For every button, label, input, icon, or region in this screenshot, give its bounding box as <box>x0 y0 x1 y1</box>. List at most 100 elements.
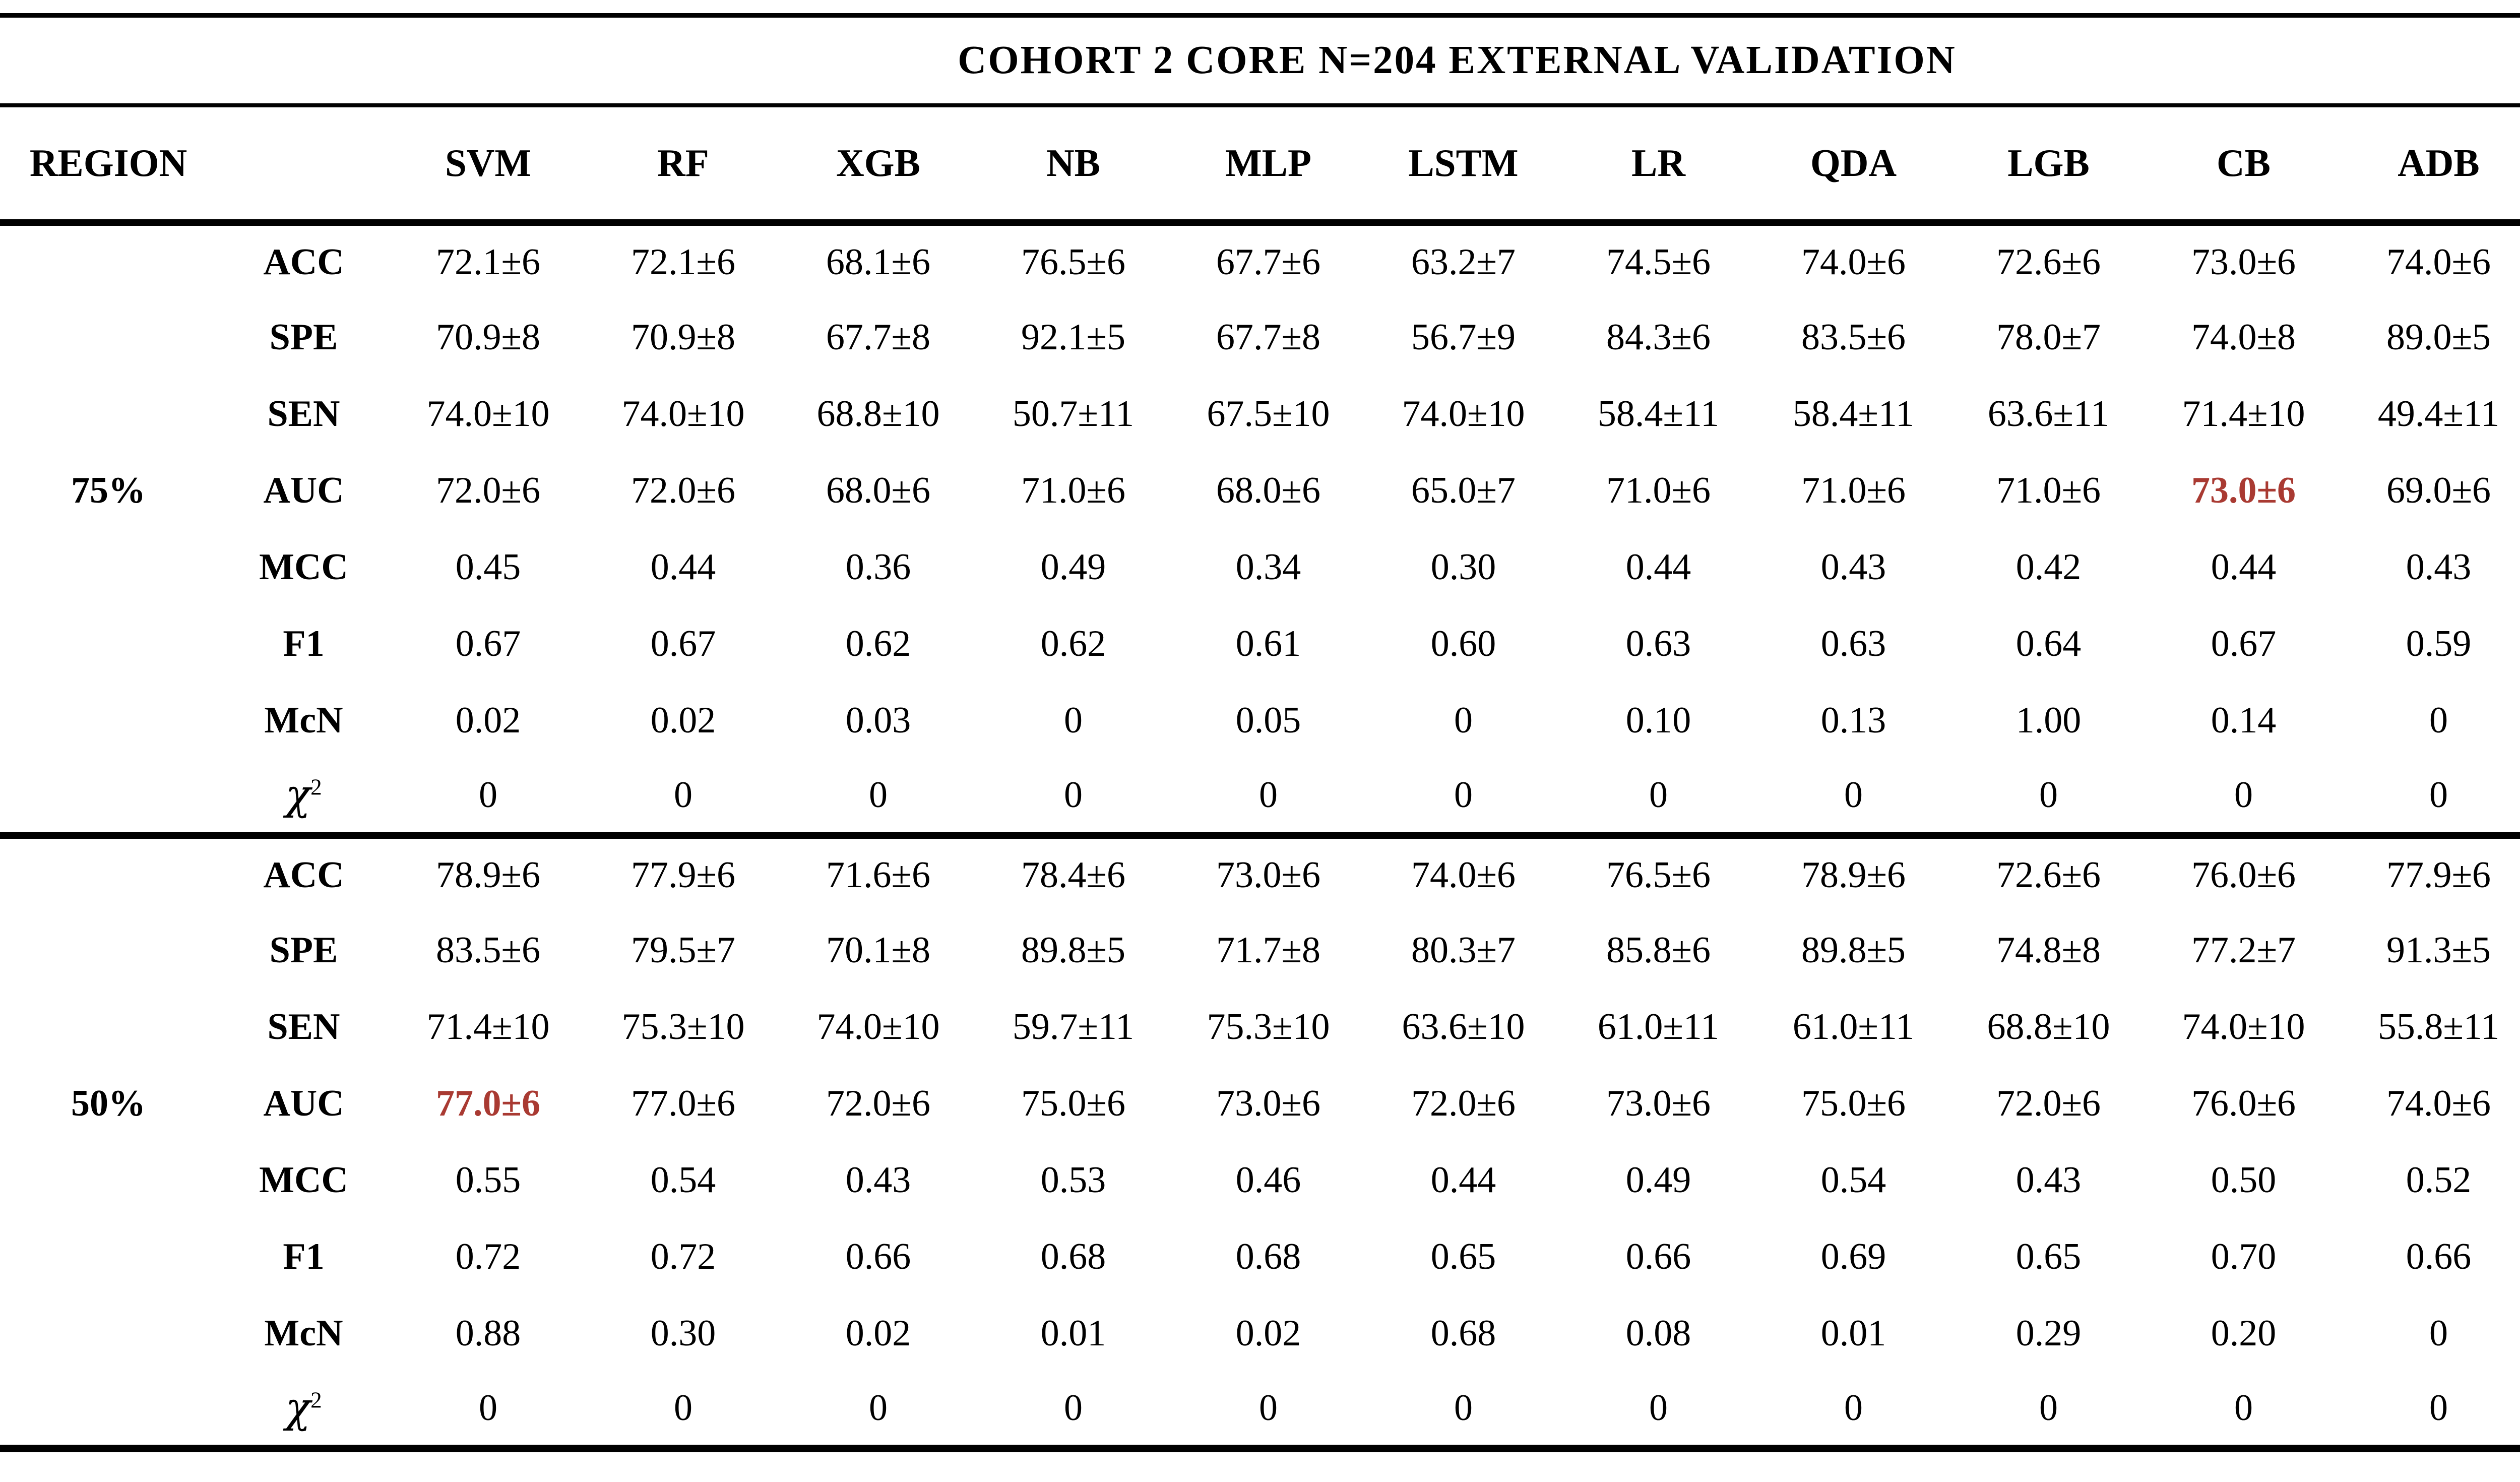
value-cell-xgb: 0.62 <box>845 623 911 664</box>
value-cell-adb: 0 <box>2429 699 2448 741</box>
column-header-lgb: LGB <box>2007 141 2090 185</box>
value-cell-svm: 83.5±6 <box>435 929 541 971</box>
value-cell-mlp: 0 <box>1259 774 1278 816</box>
value-cell-lr: 58.4±11 <box>1597 393 1720 435</box>
value-cell-nb: 92.1±5 <box>1021 316 1126 358</box>
value-cell-mlp: 71.7±8 <box>1216 929 1321 971</box>
value-cell-nb: 0 <box>1064 699 1083 741</box>
column-header-lstm: LSTM <box>1408 141 1519 185</box>
column-header-rf: RF <box>657 141 709 185</box>
table-header: REGIONSVMRFXGBNBMLPLSTMLRQDALGBCBADBAVGF… <box>0 107 2520 222</box>
metric-label: SPE <box>269 316 338 358</box>
value-cell-svm: 0.72 <box>455 1236 521 1277</box>
region-spacer <box>0 1295 217 1372</box>
metric-label: SEN <box>267 393 340 435</box>
value-cell-rf: 74.0±10 <box>621 393 745 435</box>
metric-label: F1 <box>283 623 325 664</box>
value-cell-mlp: 67.5±10 <box>1207 393 1330 435</box>
value-cell-mlp: 0.02 <box>1235 1312 1301 1354</box>
header-row: REGIONSVMRFXGBNBMLPLSTMLRQDALGBCBADBAVGF… <box>0 107 2520 222</box>
value-cell-adb: 77.9±6 <box>2386 854 2491 896</box>
value-cell-svm: 0 <box>479 1387 497 1429</box>
table-row: SEN 71.4±10 75.3±10 74.0±10 59.7±11 75.3±10 63… <box>0 989 2520 1065</box>
results-table: REGIONSVMRFXGBNBMLPLSTMLRQDALGBCBADBAVGF… <box>0 107 2520 1452</box>
value-cell-adb: 74.0±6 <box>2386 1082 2491 1124</box>
value-cell-xgb: 0.02 <box>845 1312 911 1354</box>
table-row: F1 0.67 0.67 0.62 0.62 0.61 0.60 0.63 0.63 0.64 0.… <box>0 605 2520 682</box>
value-cell-mlp: 73.0±6 <box>1216 854 1321 896</box>
value-cell-xgb: 67.7±8 <box>826 316 931 358</box>
value-cell-xgb: 0.36 <box>845 546 911 588</box>
value-cell-lgb: 1.00 <box>2015 699 2082 741</box>
value-cell-qda: 0.43 <box>1820 546 1886 588</box>
region-spacer <box>0 605 217 682</box>
value-cell-xgb: 70.1±8 <box>826 929 931 971</box>
value-cell-lstm: 56.7±9 <box>1411 316 1516 358</box>
value-cell-nb: 75.0±6 <box>1021 1082 1126 1124</box>
column-header-xgb: XGB <box>836 141 920 185</box>
column-header-qda: QDA <box>1810 141 1897 185</box>
value-cell-svm: 72.0±6 <box>435 469 541 511</box>
region-spacer <box>0 299 217 376</box>
value-cell-rf: 0 <box>674 1387 692 1429</box>
value-cell-mlp: 0.05 <box>1235 699 1301 741</box>
region-label: 50% <box>71 1082 146 1124</box>
value-cell-lstm: 65.0±7 <box>1411 469 1516 511</box>
value-cell-adb: 0.52 <box>2406 1159 2472 1201</box>
table-block-75pct: ACC 72.1±6 72.1±6 68.1±6 76.5±6 67.7±6 63.2±7 7… <box>0 222 2520 835</box>
value-cell-rf: 70.9±8 <box>631 316 736 358</box>
table-row: SPE 70.9±8 70.9±8 67.7±8 92.1±5 67.7±8 56.7±9 8… <box>0 299 2520 376</box>
metric-label: F1 <box>283 1236 325 1277</box>
table-row: ACC 72.1±6 72.1±6 68.1±6 76.5±6 67.7±6 63.2±7 7… <box>0 222 2520 299</box>
value-cell-cb: 0 <box>2234 774 2253 816</box>
value-cell-nb: 0.62 <box>1040 623 1106 664</box>
value-cell-svm: 72.1±6 <box>435 241 541 283</box>
column-header-svm: SVM <box>445 141 532 185</box>
metric-label: AUC <box>263 1082 344 1124</box>
value-cell-lgb: 0.29 <box>2015 1312 2082 1354</box>
value-cell-lstm: 0 <box>1454 699 1473 741</box>
chi-exponent: 2 <box>310 1387 322 1413</box>
value-cell-lgb: 0 <box>2039 1387 2058 1429</box>
table-row: F1 0.72 0.72 0.66 0.68 0.68 0.65 0.66 0.69 0.65 0.… <box>0 1218 2520 1295</box>
value-cell-rf: 0 <box>674 774 692 816</box>
value-cell-lgb: 78.0±7 <box>1996 316 2101 358</box>
value-cell-nb: 71.0±6 <box>1021 469 1126 511</box>
region-spacer <box>0 222 217 299</box>
value-cell-lgb: 0.65 <box>2015 1236 2082 1277</box>
value-cell-lgb: 72.6±6 <box>1996 854 2101 896</box>
value-cell-xgb: 68.8±10 <box>816 393 940 435</box>
value-cell-lgb: 63.6±11 <box>1987 393 2110 435</box>
metric-label: SEN <box>267 1006 340 1047</box>
value-cell-cb: 0.20 <box>2211 1312 2277 1354</box>
value-cell-svm: 0 <box>479 774 497 816</box>
value-cell-cb: 73.0±6 <box>2191 241 2296 283</box>
value-cell-svm: 0.02 <box>455 699 521 741</box>
table-row: SEN 74.0±10 74.0±10 68.8±10 50.7±11 67.5±10 74… <box>0 376 2520 452</box>
region-spacer <box>0 1372 217 1448</box>
column-header-lr: LR <box>1631 141 1685 185</box>
value-cell-lgb: 0.42 <box>2015 546 2082 588</box>
value-cell-lr: 0.49 <box>1625 1159 1691 1201</box>
value-cell-lgb: 0.43 <box>2015 1159 2082 1201</box>
value-cell-nb: 89.8±5 <box>1021 929 1126 971</box>
value-cell-qda: 0.01 <box>1820 1312 1886 1354</box>
table-row: MCC 0.55 0.54 0.43 0.53 0.46 0.44 0.49 0.54 0.43 0… <box>0 1142 2520 1218</box>
value-cell-mlp: 73.0±6 <box>1216 1082 1321 1124</box>
value-cell-xgb: 0.43 <box>845 1159 911 1201</box>
value-cell-qda: 0.63 <box>1820 623 1886 664</box>
chi-exponent: 2 <box>310 774 322 800</box>
value-cell-svm: 74.0±10 <box>426 393 550 435</box>
value-cell-mlp: 0.34 <box>1235 546 1301 588</box>
value-cell-qda: 0 <box>1844 1387 1863 1429</box>
value-cell-rf: 0.67 <box>650 623 716 664</box>
metric-label: χ2 <box>217 1372 391 1448</box>
value-cell-lstm: 80.3±7 <box>1411 929 1516 971</box>
value-cell-lgb: 72.0±6 <box>1996 1082 2101 1124</box>
value-cell-lgb: 0.64 <box>2015 623 2082 664</box>
table-title: COHORT 2 CORE N=204 EXTERNAL VALIDATION <box>0 13 2520 107</box>
column-header-adb: ADB <box>2398 141 2480 185</box>
value-cell-qda: 74.0±6 <box>1801 241 1906 283</box>
table-row: ACC 78.9±6 77.9±6 71.6±6 78.4±6 73.0±6 74.0±6 7… <box>0 835 2520 912</box>
value-cell-lr: 0 <box>1649 1387 1668 1429</box>
